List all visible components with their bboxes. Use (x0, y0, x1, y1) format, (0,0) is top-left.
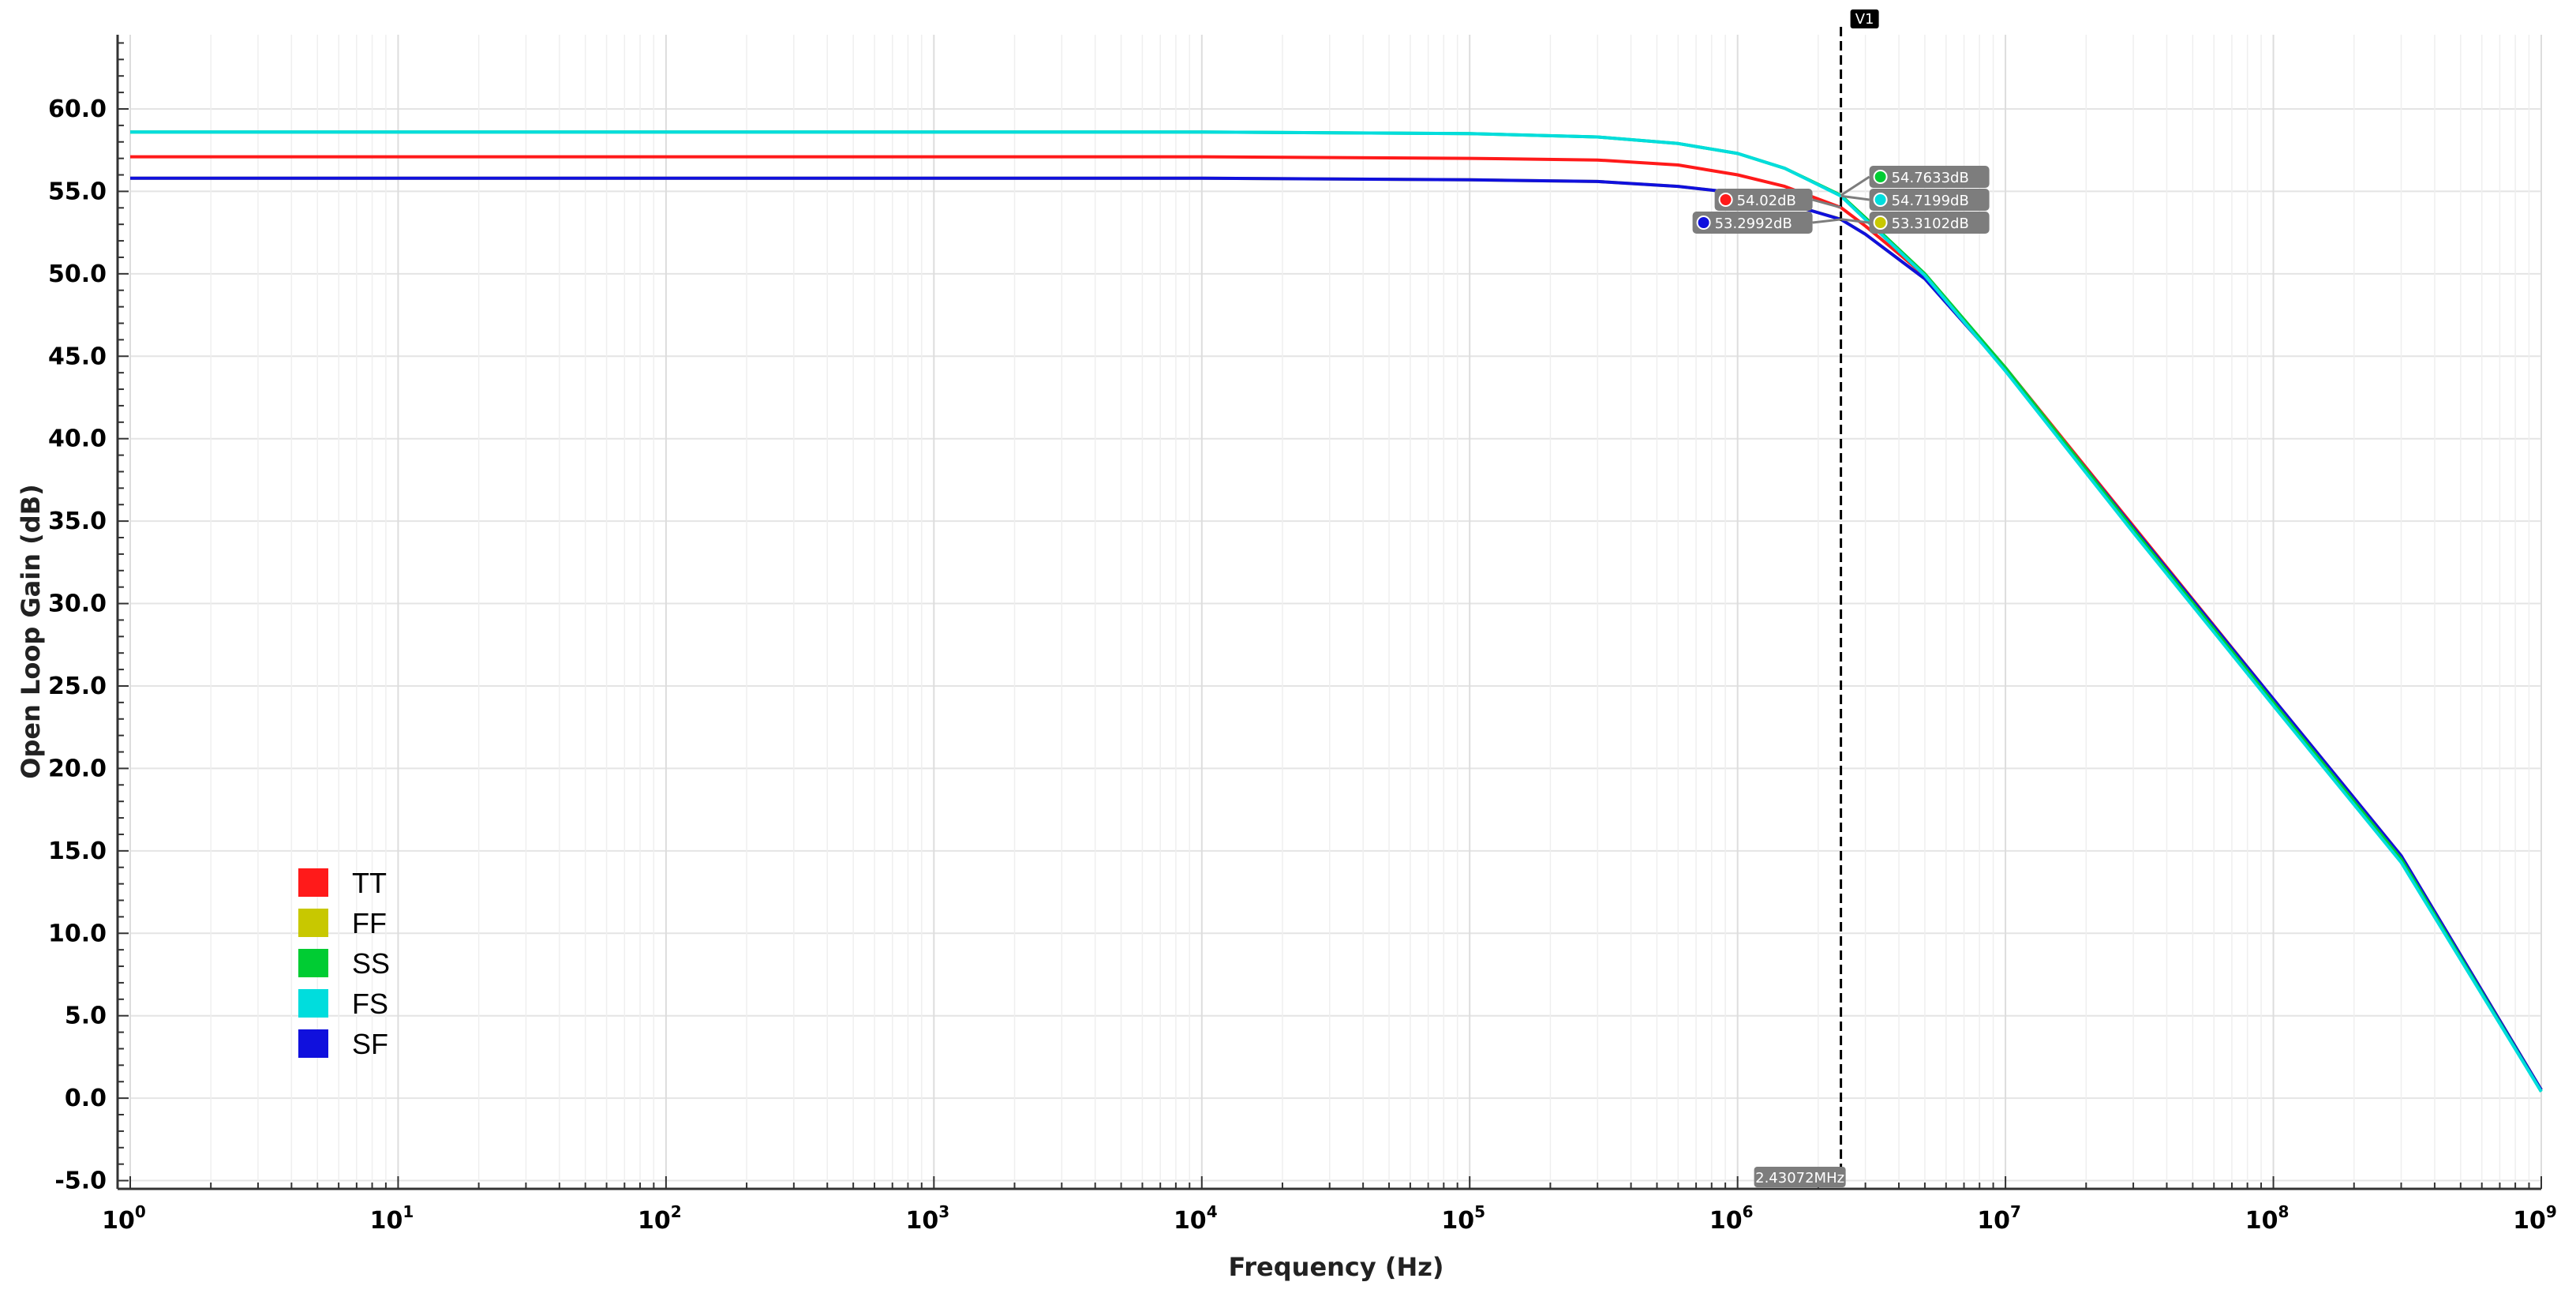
y-tick-label: 30.0 (48, 590, 107, 618)
legend-label-ss: SS (352, 947, 390, 980)
y-tick-label: 20.0 (48, 755, 107, 782)
x-tick-label: 100 (102, 1202, 146, 1235)
marker-tag (1869, 189, 1990, 211)
marker-leader (1812, 198, 1841, 209)
marker-dot (1696, 216, 1711, 230)
cursor-label: V1 (1855, 11, 1874, 28)
legend-label-fs: FS (352, 988, 388, 1020)
x-tick-label: 104 (1174, 1202, 1218, 1235)
marker-leader (1840, 218, 1870, 224)
legend-label-sf: SF (352, 1028, 388, 1060)
y-tick-label: 40.0 (48, 425, 107, 453)
x-tick-label: 102 (638, 1202, 682, 1235)
marker-label: 53.2992dB (1715, 216, 1792, 232)
marker-tag (1869, 166, 1990, 188)
y-tick-label: 60.0 (48, 96, 107, 123)
axes (116, 35, 2542, 1190)
x-tick-labels: 100 101 102 103 104 105 106 107 108 109 (102, 1202, 2557, 1235)
marker-tag (1714, 189, 1813, 211)
x-tick-label: 107 (1977, 1202, 2021, 1235)
x-axis-title: Frequency (Hz) (1228, 1252, 1443, 1282)
legend-swatch-ff (298, 909, 328, 937)
marker-leader (1840, 175, 1870, 197)
marker-label: 54.02dB (1737, 193, 1796, 209)
y-tick-label: 25.0 (48, 673, 107, 700)
marker-dot (1873, 170, 1888, 184)
cursor-readout-box (1754, 1167, 1846, 1187)
y-tick-label: 0.0 (65, 1085, 107, 1112)
x-tick-label: 106 (1709, 1202, 1754, 1235)
y-tick-label: 15.0 (48, 838, 107, 865)
cursor-readout: 2.43072MHz (1755, 1170, 1844, 1186)
legend-swatch-fs (298, 989, 328, 1018)
legend-label-tt: TT (352, 867, 387, 899)
y-tick-label: 35.0 (48, 508, 107, 535)
marker-label: 54.7199dB (1892, 193, 1969, 209)
legend-label-ff: FF (352, 907, 387, 939)
cursor-label-box (1850, 9, 1879, 28)
x-tick-label: 108 (2245, 1202, 2290, 1235)
y-tick-labels: -5.0 0.0 5.0 10.0 15.0 20.0 25.0 30.0 35.0 40.0 45… (48, 96, 107, 1195)
x-tick-label: 109 (2513, 1202, 2557, 1235)
legend-swatch-ss (298, 949, 328, 977)
marker-tag (1869, 212, 1990, 234)
marker-label: 53.3102dB (1892, 216, 1969, 232)
y-tick-label: 45.0 (48, 343, 107, 370)
legend-swatch-sf (298, 1029, 328, 1058)
y-tick-label: 5.0 (65, 1003, 107, 1030)
cursor-markers: 54.7633dB 54.7199dB 54.02dB 53.2992dB 53.310… (1692, 166, 1990, 234)
y-tick-label: 50.0 (48, 261, 107, 288)
y-axis-title: Open Loop Gain (dB) (16, 484, 46, 778)
marker-leader (1840, 194, 1870, 201)
grid (129, 35, 2542, 1189)
marker-leader (1812, 218, 1841, 224)
y-tick-label: 55.0 (48, 178, 107, 205)
marker-dot (1873, 216, 1888, 230)
marker-dot (1718, 193, 1733, 207)
marker-dot (1873, 193, 1888, 207)
x-tick-label: 103 (905, 1202, 949, 1235)
x-tick-label: 105 (1441, 1202, 1485, 1235)
legend: TT FF SS FS SF (298, 867, 390, 1060)
marker-tag (1692, 212, 1813, 234)
legend-swatch-tt (298, 868, 328, 897)
marker-label: 54.7633dB (1892, 170, 1969, 186)
y-tick-label: -5.0 (54, 1168, 107, 1195)
y-tick-label: 10.0 (48, 920, 107, 947)
x-tick-label: 101 (370, 1202, 414, 1235)
